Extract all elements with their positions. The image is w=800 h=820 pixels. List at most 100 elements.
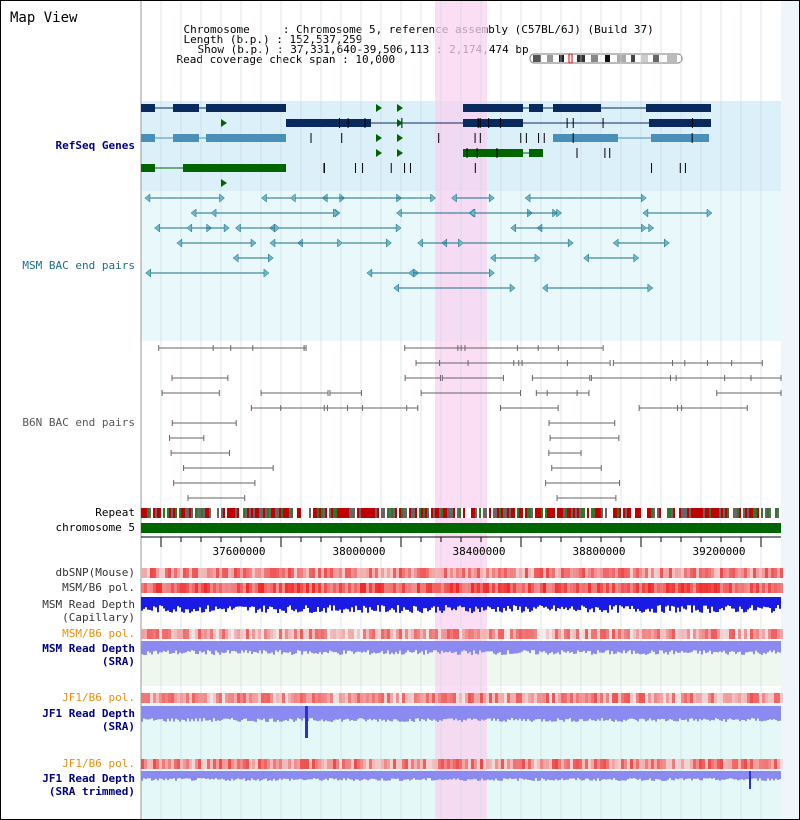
pol-heat-cell	[288, 583, 291, 593]
pol-heat-cell	[468, 568, 471, 578]
pol-heat-cell	[666, 583, 669, 593]
pol-heat-cell	[462, 693, 465, 703]
pol-heat-cell	[312, 759, 315, 769]
pol-heat-cell	[177, 583, 180, 593]
read-depth-bar	[439, 597, 441, 611]
pol-heat-cell	[573, 759, 576, 769]
read-depth-bar	[525, 597, 527, 607]
pol-heat-cell	[504, 568, 507, 578]
read-depth-bar	[397, 771, 399, 779]
pol-heat-cell	[765, 629, 768, 639]
pol-heat-cell	[627, 693, 630, 703]
pol-heat-cell	[657, 759, 660, 769]
read-depth-bar	[779, 706, 781, 721]
msm-bac-end	[386, 238, 392, 248]
read-depth-bar	[621, 706, 623, 722]
pol-heat-cell	[348, 693, 351, 703]
pol-heat-cell	[369, 693, 372, 703]
read-depth-bar	[463, 641, 465, 651]
read-depth-bar	[157, 597, 159, 613]
pol-heat-cell	[591, 629, 594, 639]
msm-bac-end	[458, 238, 464, 248]
pol-heat-cell	[315, 583, 318, 593]
pol-heat-cell	[663, 759, 666, 769]
pol-heat-cell	[348, 629, 351, 639]
pol-heat-cell	[300, 568, 303, 578]
read-depth-bar	[581, 771, 583, 781]
repeat-mark	[659, 508, 661, 518]
read-depth-bar	[197, 641, 199, 655]
read-depth-bar	[687, 771, 689, 779]
pol-heat-cell	[546, 759, 549, 769]
pol-heat-cell	[492, 759, 495, 769]
read-depth-bar	[427, 706, 429, 719]
pol-heat-cell	[201, 583, 204, 593]
pol-heat-cell	[438, 759, 441, 769]
repeat-mark	[325, 508, 327, 518]
pol-heat-cell	[759, 583, 762, 593]
pol-heat-cell	[303, 759, 306, 769]
pol-heat-cell	[228, 568, 231, 578]
read-depth-bar	[179, 597, 181, 608]
read-depth-bar	[567, 771, 569, 780]
repeat-mark	[361, 508, 363, 518]
track-label-dbsnp: dbSNP(Mouse)	[55, 566, 135, 579]
pol-heat-cell	[498, 629, 501, 639]
read-depth-bar	[769, 641, 771, 651]
pol-heat-cell	[621, 759, 624, 769]
repeat-mark	[349, 508, 351, 518]
pol-heat-cell	[522, 759, 525, 769]
read-depth-bar	[535, 597, 537, 609]
read-depth-bar	[661, 706, 663, 719]
pol-heat-cell	[378, 693, 381, 703]
read-depth-bar	[309, 771, 311, 780]
pol-heat-cell	[510, 568, 513, 578]
pol-heat-cell	[144, 568, 147, 578]
pol-heat-cell	[207, 568, 210, 578]
msm-bac-end	[269, 238, 276, 248]
pol-heat-cell	[555, 568, 558, 578]
read-depth-bar	[733, 641, 735, 652]
pol-heat-cell	[564, 629, 567, 639]
read-depth-bar	[479, 641, 481, 651]
read-depth-bar	[559, 641, 561, 655]
read-depth-bar	[259, 641, 261, 651]
pol-heat-cell	[366, 693, 369, 703]
read-depth-bar	[421, 771, 423, 780]
pol-heat-cell	[636, 583, 639, 593]
read-depth-bar	[413, 597, 415, 606]
msm-bac-end	[289, 193, 296, 203]
read-depth-bar	[263, 771, 265, 780]
repeat-mark	[685, 508, 687, 518]
pol-heat-cell	[384, 583, 387, 593]
pol-heat-cell	[381, 759, 384, 769]
pol-heat-cell	[174, 693, 177, 703]
pol-heat-cell	[324, 568, 327, 578]
repeat-mark	[589, 508, 591, 518]
pol-heat-cell	[636, 759, 639, 769]
read-depth-bar	[191, 641, 193, 651]
read-depth-bar	[439, 641, 441, 654]
read-depth-bar	[389, 771, 391, 781]
read-depth-bar	[239, 641, 241, 654]
msm-bac-end	[268, 253, 274, 263]
read-depth-bar	[147, 597, 149, 610]
read-depth-bar	[625, 597, 627, 607]
read-depth-bar	[733, 597, 735, 609]
read-depth-bar	[425, 771, 427, 781]
pol-heat-cell	[666, 759, 669, 769]
read-depth-bar	[187, 706, 189, 719]
pol-heat-cell	[243, 629, 246, 639]
read-depth-bar	[455, 706, 457, 719]
repeat-mark	[465, 508, 467, 518]
pol-heat-cell	[780, 583, 783, 593]
msm-bac-end	[451, 193, 457, 203]
repeat-mark	[477, 508, 479, 518]
read-depth-bar	[447, 641, 449, 653]
track-label-chromosome: chromosome 5	[55, 521, 135, 534]
chromosome-ideogram[interactable]	[529, 53, 685, 65]
read-depth-bar	[653, 706, 655, 720]
pol-heat-cell	[261, 759, 264, 769]
read-depth-bar	[201, 641, 203, 653]
